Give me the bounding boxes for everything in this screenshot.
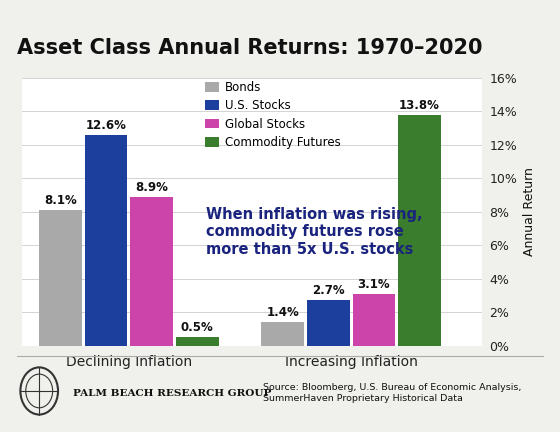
Text: 8.1%: 8.1% xyxy=(44,194,77,207)
Text: Asset Class Annual Returns: 1970–2020: Asset Class Annual Returns: 1970–2020 xyxy=(17,38,482,58)
Text: Source: Bloomberg, U.S. Bureau of Economic Analysis,
SummerHaven Proprietary His: Source: Bloomberg, U.S. Bureau of Econom… xyxy=(263,384,521,403)
Bar xyxy=(307,300,349,346)
Bar xyxy=(262,322,304,346)
Legend: Bonds, U.S. Stocks, Global Stocks, Commodity Futures: Bonds, U.S. Stocks, Global Stocks, Commo… xyxy=(205,81,341,149)
Text: 0.5%: 0.5% xyxy=(181,321,213,334)
Text: 12.6%: 12.6% xyxy=(86,119,127,132)
Y-axis label: Annual Return: Annual Return xyxy=(522,167,536,256)
Text: 2.7%: 2.7% xyxy=(312,284,344,297)
Bar xyxy=(39,210,82,346)
Bar xyxy=(398,114,441,346)
Bar xyxy=(85,135,127,346)
Bar xyxy=(353,294,395,346)
Bar xyxy=(176,337,218,346)
Text: When inflation was rising,
commodity futures rose
more than 5x U.S. stocks: When inflation was rising, commodity fut… xyxy=(206,207,423,257)
Text: 1.4%: 1.4% xyxy=(266,306,299,319)
Text: 13.8%: 13.8% xyxy=(399,98,440,111)
Text: 8.9%: 8.9% xyxy=(135,181,168,194)
Bar xyxy=(130,197,173,346)
Text: 3.1%: 3.1% xyxy=(358,278,390,291)
Text: PALM BEACH RESEARCH GROUP: PALM BEACH RESEARCH GROUP xyxy=(73,389,271,397)
